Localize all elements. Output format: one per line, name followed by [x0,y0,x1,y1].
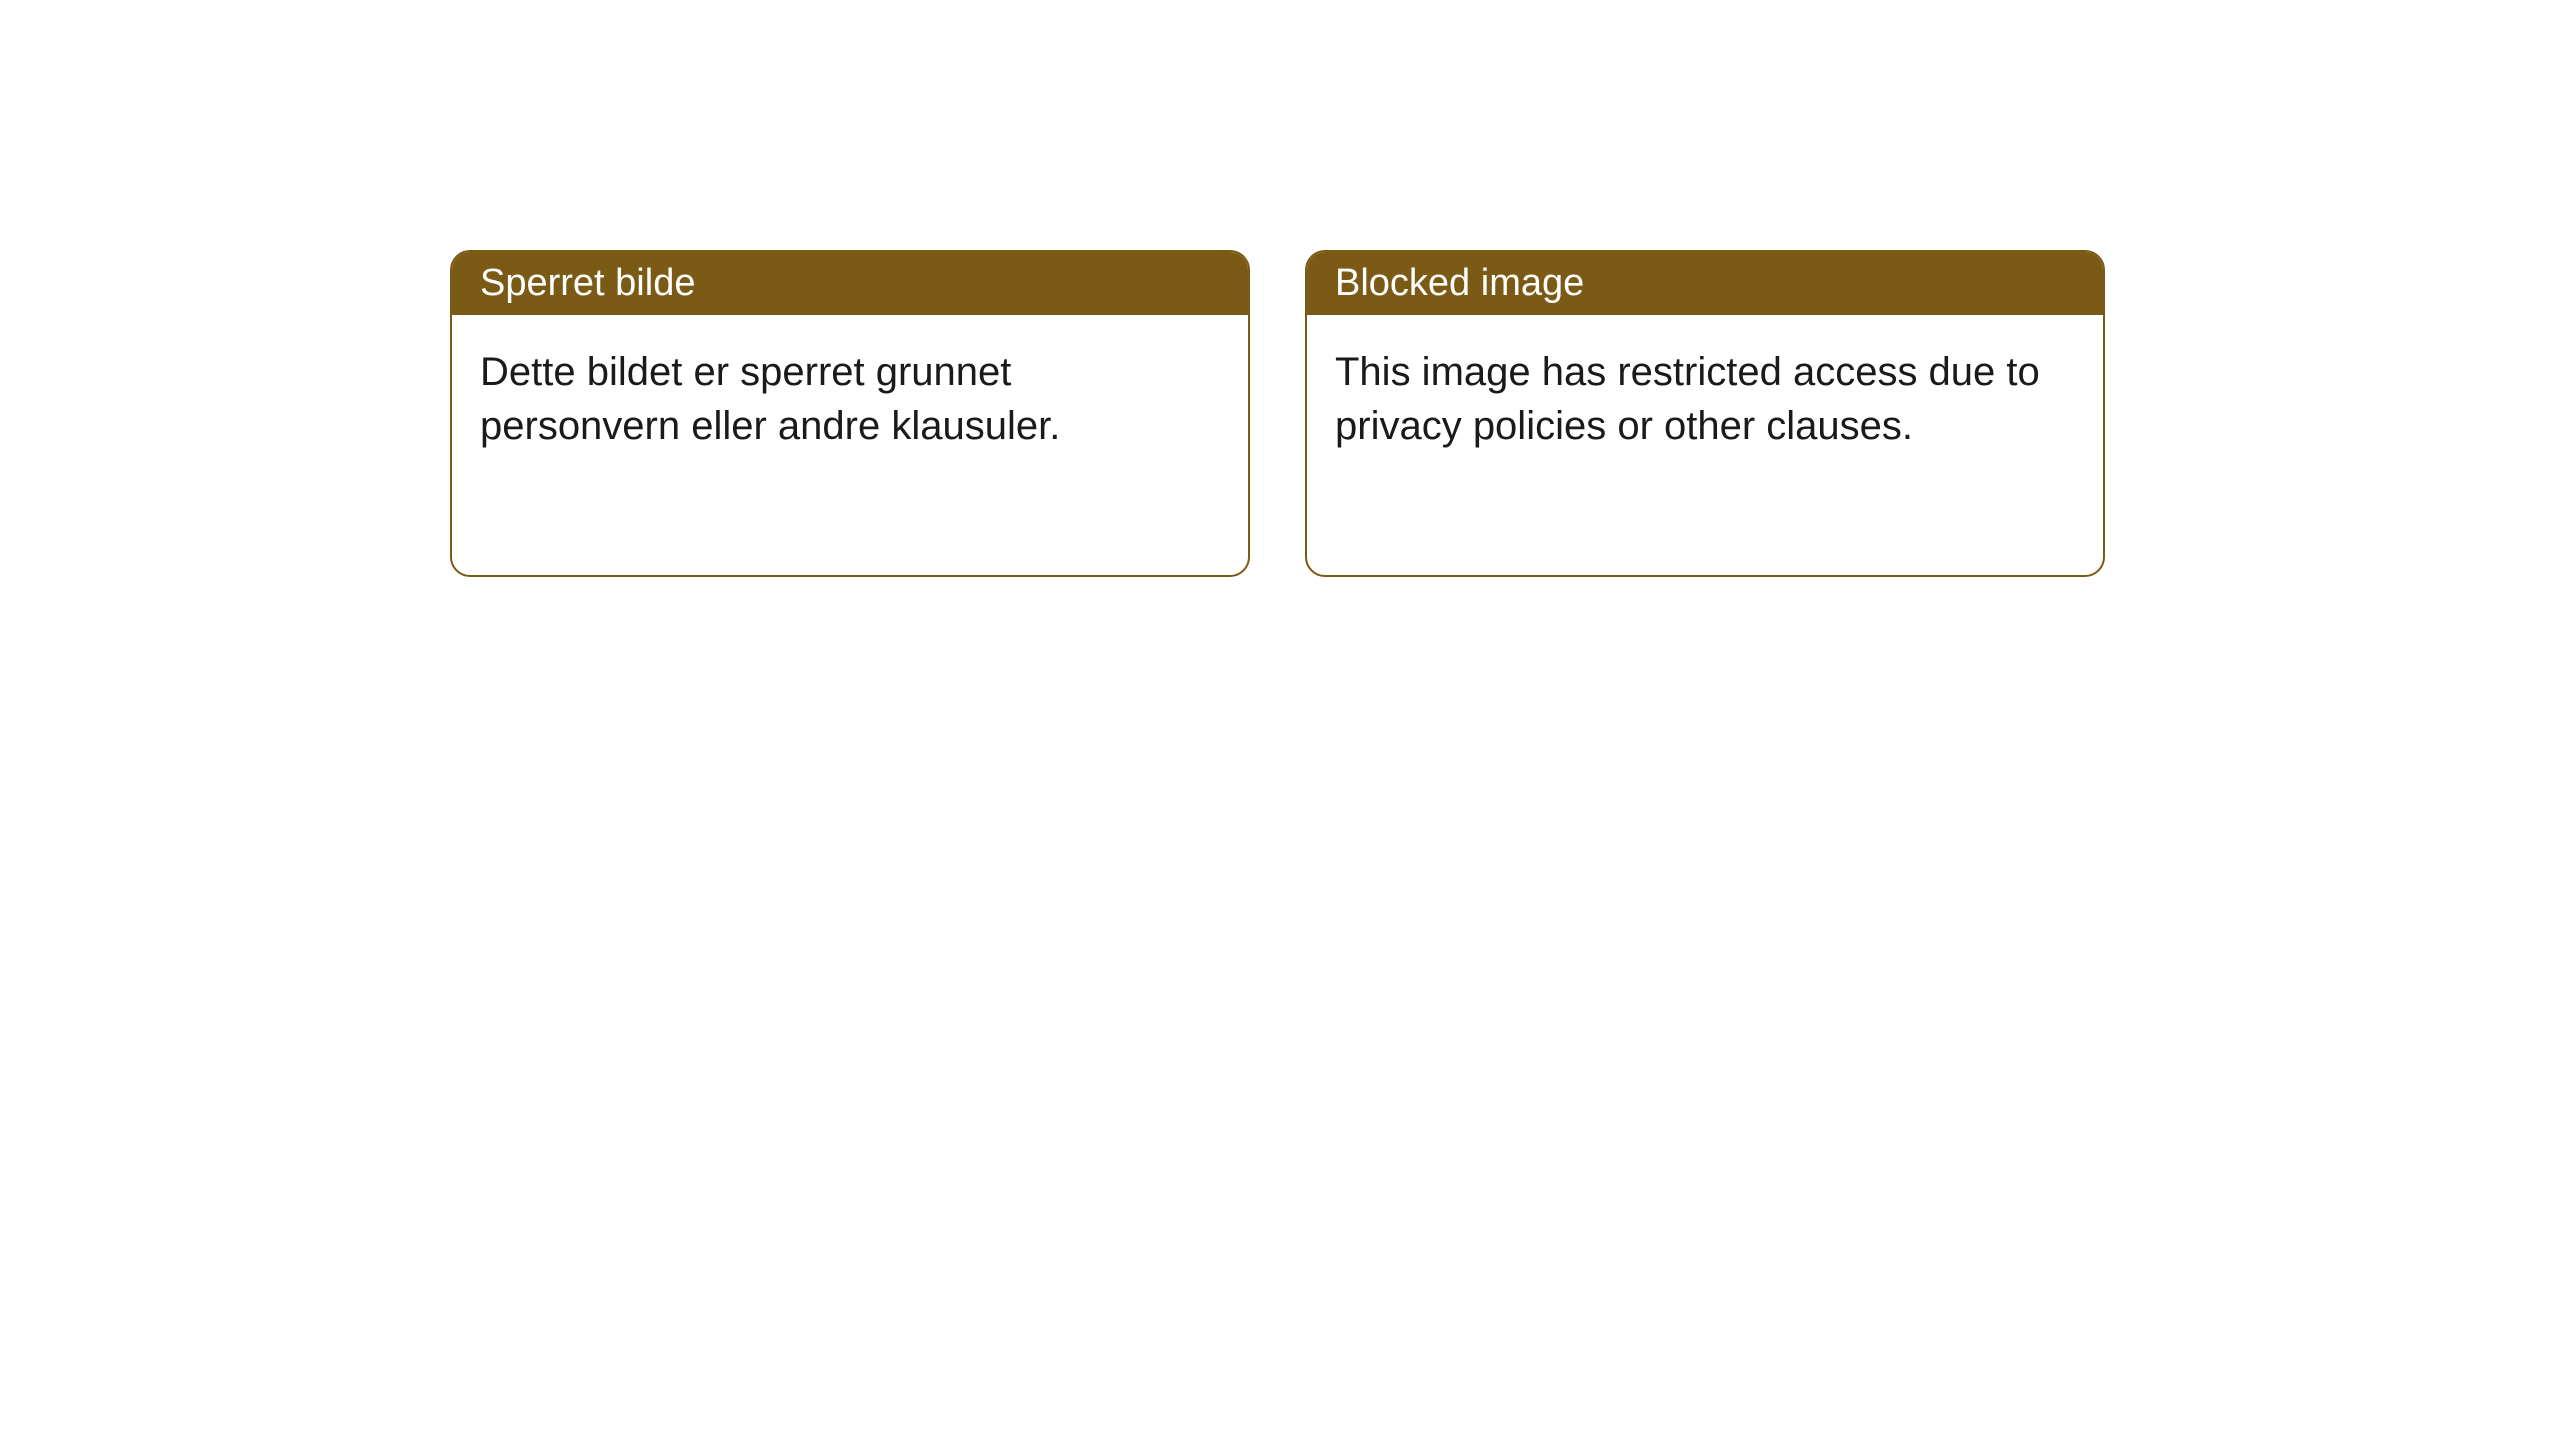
card-body: Dette bildet er sperret grunnet personve… [452,315,1248,575]
notice-card-english: Blocked image This image has restricted … [1305,250,2105,577]
card-header: Sperret bilde [452,252,1248,315]
card-body-text: This image has restricted access due to … [1335,350,2040,448]
card-header: Blocked image [1307,252,2103,315]
notice-container: Sperret bilde Dette bildet er sperret gr… [450,250,2105,577]
notice-card-norwegian: Sperret bilde Dette bildet er sperret gr… [450,250,1250,577]
card-body: This image has restricted access due to … [1307,315,2103,575]
card-title: Blocked image [1335,262,1584,304]
card-title: Sperret bilde [480,262,695,304]
card-body-text: Dette bildet er sperret grunnet personve… [480,350,1060,448]
